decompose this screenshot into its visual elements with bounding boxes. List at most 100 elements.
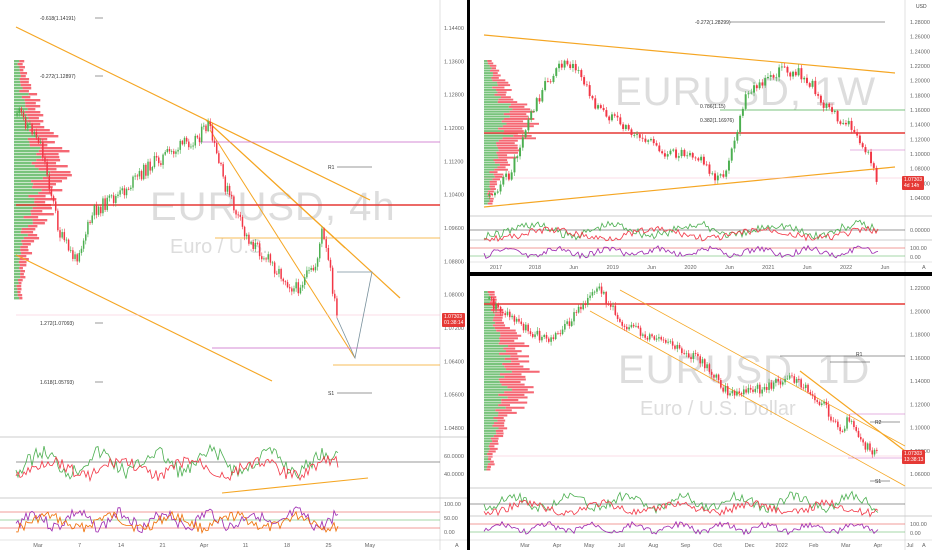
left-volume-down bbox=[27, 108, 36, 111]
br-volume-down bbox=[495, 409, 512, 412]
left-volume-up bbox=[14, 180, 32, 183]
tr-volume-down bbox=[509, 110, 535, 113]
br-candle bbox=[765, 386, 768, 390]
br-candle bbox=[736, 391, 738, 396]
tr-candle bbox=[688, 153, 691, 156]
br-candle bbox=[667, 341, 669, 343]
br-candle bbox=[811, 394, 814, 396]
tr-candle bbox=[647, 140, 650, 142]
left-level-label: 1.618(1.05793) bbox=[40, 380, 74, 386]
horizontal-divider[interactable] bbox=[467, 272, 932, 276]
tr-candle bbox=[850, 120, 853, 130]
br-volume-up bbox=[484, 417, 494, 420]
tr-candle bbox=[794, 71, 797, 76]
br-candle bbox=[683, 353, 685, 354]
tr-candle bbox=[716, 175, 719, 181]
left-candle bbox=[112, 195, 115, 203]
left-volume-down bbox=[20, 84, 32, 87]
bottom-right-chart-panel[interactable]: EURUSD, 1D Euro / U.S. Dollar R1 R2 S1 1.22… bbox=[470, 276, 932, 550]
left-volume-up bbox=[14, 60, 20, 63]
tr-candle bbox=[872, 163, 875, 168]
br-candle bbox=[793, 376, 796, 383]
left-candle bbox=[194, 135, 196, 146]
left-candle bbox=[276, 273, 278, 275]
left-volume-down bbox=[40, 147, 63, 150]
tr-y-tick: 1.26000 bbox=[910, 35, 930, 41]
br-candle bbox=[866, 443, 869, 450]
tr-volume-down bbox=[497, 154, 508, 157]
tr-candle bbox=[817, 94, 820, 96]
tr-candle bbox=[538, 98, 541, 102]
tr-x-tick: 2022 bbox=[840, 265, 852, 271]
left-candle bbox=[256, 242, 259, 244]
left-volume-up bbox=[14, 168, 39, 171]
br-candle bbox=[566, 321, 568, 324]
left-volume-down bbox=[31, 213, 54, 216]
br-volume-up bbox=[484, 301, 490, 304]
br-candle bbox=[816, 400, 819, 402]
tr-candle bbox=[571, 63, 574, 69]
left-osc-tick: 0.00 bbox=[444, 530, 455, 536]
tr-volume-down bbox=[500, 96, 511, 99]
tr-volume-down bbox=[498, 139, 518, 142]
tr-candle bbox=[619, 117, 622, 125]
br-volume-down bbox=[500, 332, 517, 335]
left-candle bbox=[325, 239, 327, 248]
left-volume-down bbox=[32, 207, 52, 210]
tr-candle bbox=[828, 103, 831, 108]
br-candle bbox=[839, 427, 841, 432]
top-right-chart-panel[interactable]: EURUSD, 1W -0.272(1.28299) 0.786(1.15) 0.3… bbox=[470, 0, 932, 272]
bottom-right-chart-svg[interactable]: R1 R2 S1 1.22000 1.20000 1.18000 1.16000 1.1400… bbox=[470, 276, 932, 550]
tr-volume-down bbox=[497, 91, 507, 94]
left-candle bbox=[162, 154, 164, 165]
tr-candle bbox=[808, 83, 811, 87]
br-candle bbox=[552, 337, 555, 340]
left-volume-up bbox=[14, 162, 32, 165]
left-projection-path bbox=[336, 271, 373, 360]
br-candle bbox=[488, 297, 490, 300]
tr-volume-up bbox=[484, 108, 513, 111]
br-candle bbox=[658, 337, 660, 339]
br-candle bbox=[577, 306, 580, 313]
left-volume-up bbox=[14, 291, 18, 294]
left-y-tick: 1.09600 bbox=[444, 226, 464, 232]
tr-volume-up bbox=[484, 101, 498, 104]
tr-candle bbox=[521, 137, 524, 148]
tr-candle bbox=[694, 157, 697, 159]
tr-candle bbox=[786, 66, 789, 73]
br-volume-up bbox=[484, 345, 509, 348]
tr-volume-up bbox=[484, 89, 497, 91]
br-candle bbox=[798, 379, 800, 380]
left-volume-up bbox=[14, 138, 28, 141]
br-volume-up bbox=[484, 306, 493, 309]
left-candle bbox=[18, 108, 20, 114]
br-volume-up bbox=[484, 393, 499, 396]
tr-volume-up bbox=[484, 115, 510, 118]
tr-volume-up bbox=[484, 98, 499, 101]
tr-volume-down bbox=[501, 120, 524, 123]
left-candle bbox=[175, 151, 177, 154]
left-candle bbox=[65, 239, 68, 241]
tr-y-tick: 1.16000 bbox=[910, 108, 930, 114]
tr-x-tick: 2017 bbox=[490, 265, 502, 271]
tr-volume-up bbox=[484, 173, 494, 176]
br-candle bbox=[832, 420, 835, 422]
br-volume-up bbox=[484, 435, 494, 438]
tr-y-tick: 1.10000 bbox=[910, 152, 930, 158]
top-right-chart-svg[interactable]: -0.272(1.28299) 0.786(1.15) 0.382(1.16976)… bbox=[470, 0, 932, 272]
left-candle bbox=[63, 232, 66, 241]
tr-candle bbox=[780, 66, 783, 68]
left-candle bbox=[261, 256, 263, 260]
left-chart-svg[interactable]: -0.618(1.14191) -0.272(1.12897) R1 1.272(1.… bbox=[0, 0, 467, 550]
left-chart-panel[interactable]: EURUSD, 4h Euro / U.S. -0.618(1.14191) -0… bbox=[0, 0, 467, 550]
left-candle bbox=[263, 258, 265, 260]
tr-candle bbox=[549, 81, 552, 83]
br-volume-up bbox=[484, 365, 505, 368]
br-volume-down bbox=[496, 329, 516, 332]
tr-auto-scale-button: A bbox=[922, 265, 926, 271]
tr-candle bbox=[691, 153, 694, 158]
br-volume-up bbox=[484, 373, 500, 376]
br-volume-down bbox=[491, 303, 499, 306]
br-volume-up bbox=[484, 368, 506, 371]
tr-volume-up bbox=[484, 185, 490, 188]
